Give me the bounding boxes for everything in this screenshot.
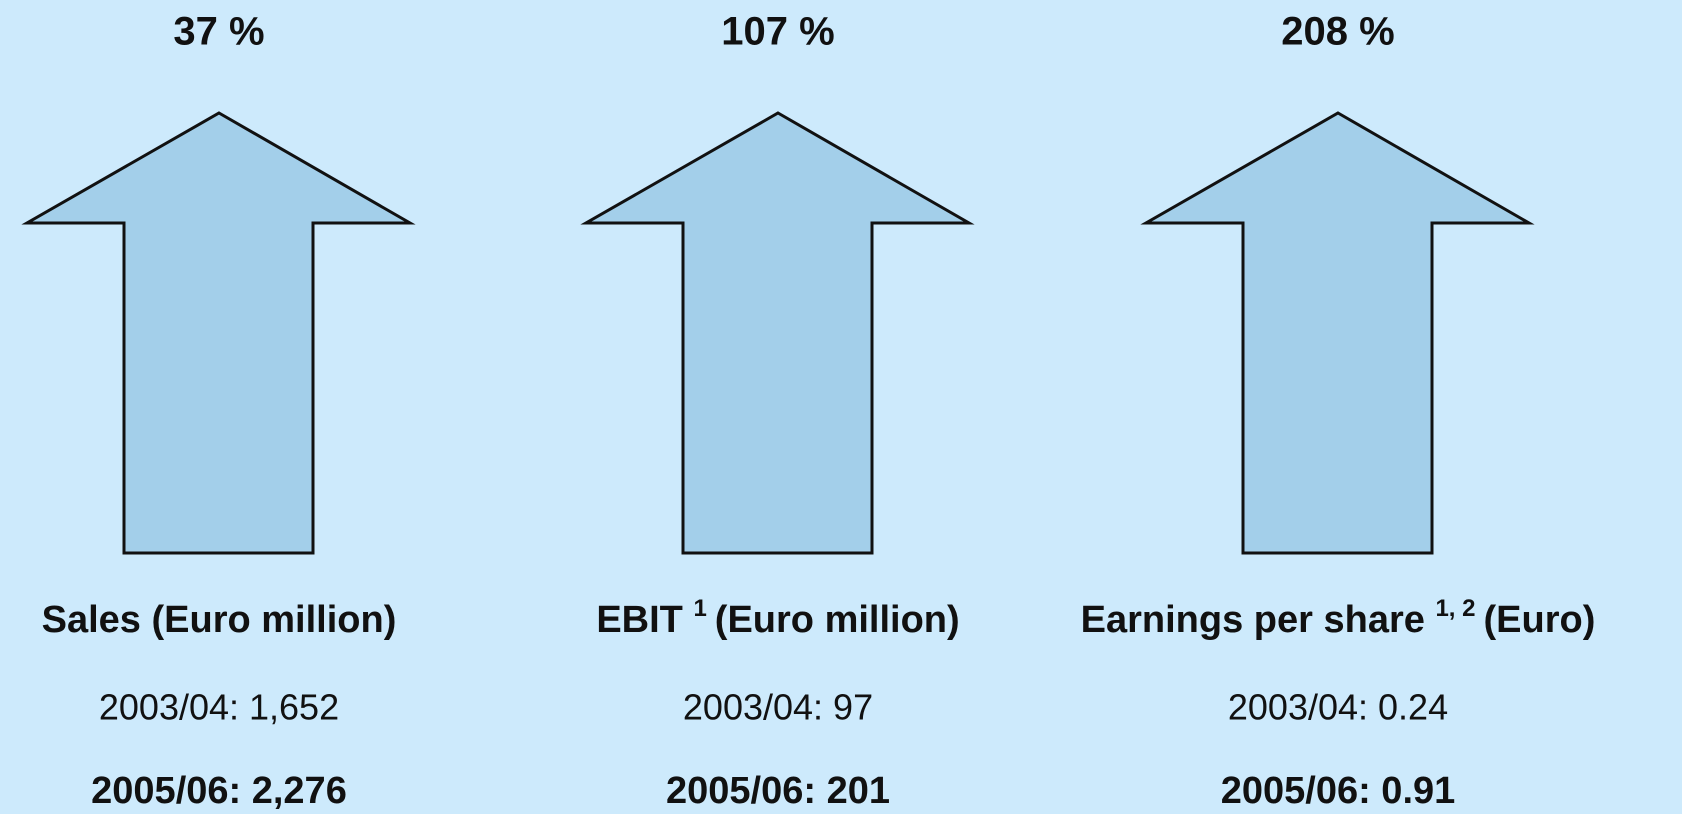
metric-unit: (Euro million) [715, 599, 960, 641]
current-value: 2005/06: 201 [666, 770, 890, 812]
growth-percent: 208 % [1281, 10, 1394, 54]
metric-unit: (Euro million) [152, 599, 397, 641]
metric-label: EBIT 1 (Euro million) [596, 595, 959, 641]
growth-arrow [580, 111, 975, 555]
growth-percent: 107 % [721, 10, 834, 54]
growth-percent: 37 % [173, 10, 264, 54]
metric-label: Earnings per share 1, 2 (Euro) [1081, 595, 1596, 641]
metric-name: Earnings per share [1081, 599, 1425, 641]
growth-arrow [1140, 111, 1535, 555]
prior-value: 2003/04: 1,652 [99, 687, 339, 728]
footnote-ref: 1, 2 [1435, 595, 1475, 622]
metric-unit: (Euro) [1483, 599, 1595, 641]
metric-name: Sales [42, 599, 141, 641]
current-value: 2005/06: 2,276 [91, 770, 347, 812]
growth-arrow [21, 111, 416, 555]
metric-label: Sales (Euro million) [42, 599, 397, 641]
metric-name: EBIT [596, 599, 683, 641]
prior-value: 2003/04: 0.24 [1228, 687, 1448, 728]
footnote-ref: 1 [693, 595, 706, 622]
prior-value: 2003/04: 97 [683, 687, 873, 728]
current-value: 2005/06: 0.91 [1221, 770, 1456, 812]
